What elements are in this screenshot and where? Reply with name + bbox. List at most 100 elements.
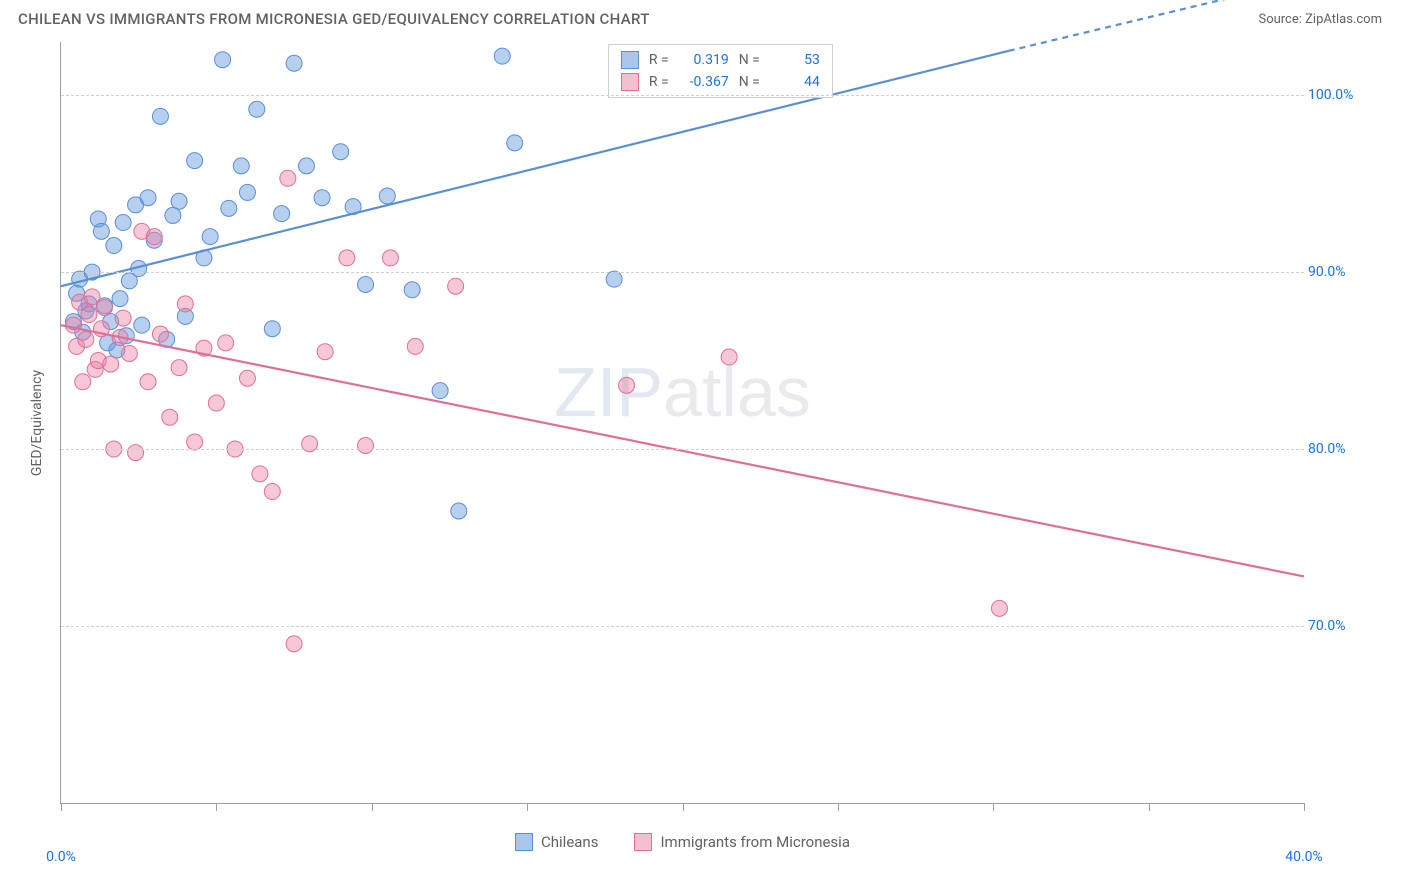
- scatter-point: [249, 101, 265, 117]
- stats-swatch-0: [621, 51, 639, 69]
- stats-n-value-0: 53: [770, 49, 820, 71]
- chart-wrap: GED/Equivalency ZIPatlas R = 0.319 N = 5…: [18, 42, 1382, 844]
- scatter-point: [152, 326, 168, 342]
- scatter-point: [358, 438, 374, 454]
- stats-r-value-1: -0.367: [679, 71, 729, 93]
- scatter-point: [162, 409, 178, 425]
- chart-title: CHILEAN VS IMMIGRANTS FROM MICRONESIA GE…: [18, 10, 650, 28]
- plot-area: GED/Equivalency ZIPatlas R = 0.319 N = 5…: [60, 42, 1304, 804]
- legend-swatch-0: [515, 833, 533, 851]
- scatter-point: [215, 52, 231, 68]
- scatter-point: [264, 321, 280, 337]
- scatter-point: [298, 158, 314, 174]
- scatter-point: [252, 466, 268, 482]
- legend-item-1: Immigrants from Micronesia: [634, 833, 850, 851]
- regression-line: [61, 51, 1009, 286]
- y-axis-label: GED/Equivalency: [29, 369, 45, 475]
- scatter-point: [264, 484, 280, 500]
- scatter-point: [239, 370, 255, 386]
- y-tick-label: 80.0%: [1308, 441, 1378, 457]
- scatter-point: [721, 349, 737, 365]
- scatter-point: [432, 383, 448, 399]
- scatter-point: [404, 282, 420, 298]
- scatter-point: [494, 48, 510, 64]
- scatter-point: [991, 600, 1007, 616]
- scatter-point: [106, 238, 122, 254]
- grid-line: [61, 95, 1304, 96]
- grid-line: [61, 449, 1304, 450]
- scatter-point: [177, 296, 193, 312]
- scatter-point: [146, 229, 162, 245]
- scatter-point: [507, 135, 523, 151]
- stats-n-value-1: 44: [770, 71, 820, 93]
- scatter-point: [239, 184, 255, 200]
- legend-label-0: Chileans: [541, 833, 598, 851]
- y-tick-label: 100.0%: [1308, 87, 1378, 103]
- scatter-point: [339, 250, 355, 266]
- scatter-svg: [61, 42, 1304, 803]
- stats-n-label-1: N =: [739, 71, 760, 93]
- scatter-point: [187, 434, 203, 450]
- chart-source: Source: ZipAtlas.com: [1258, 12, 1382, 27]
- scatter-point: [78, 331, 94, 347]
- grid-line: [61, 272, 1304, 273]
- scatter-point: [280, 170, 296, 186]
- grid-line: [61, 626, 1304, 627]
- scatter-point: [382, 250, 398, 266]
- scatter-point: [97, 299, 113, 315]
- x-tick: [683, 803, 684, 811]
- scatter-point: [314, 190, 330, 206]
- scatter-point: [333, 144, 349, 160]
- legend: Chileans Immigrants from Micronesia: [61, 833, 1304, 851]
- scatter-point: [358, 276, 374, 292]
- scatter-point: [81, 307, 97, 323]
- scatter-point: [286, 55, 302, 71]
- x-tick: [216, 803, 217, 811]
- scatter-point: [619, 377, 635, 393]
- scatter-point: [103, 356, 119, 372]
- x-tick: [838, 803, 839, 811]
- x-tick: [993, 803, 994, 811]
- scatter-point: [152, 108, 168, 124]
- x-tick: [527, 803, 528, 811]
- stats-r-label-0: R =: [649, 49, 669, 71]
- stats-row-1: R = -0.367 N = 44: [621, 71, 820, 93]
- scatter-point: [221, 200, 237, 216]
- scatter-point: [115, 310, 131, 326]
- x-tick: [61, 803, 62, 811]
- scatter-point: [171, 360, 187, 376]
- scatter-point: [65, 317, 81, 333]
- scatter-point: [448, 278, 464, 294]
- stats-r-label-1: R =: [649, 71, 669, 93]
- scatter-point: [134, 317, 150, 333]
- stats-swatch-1: [621, 73, 639, 91]
- scatter-point: [202, 229, 218, 245]
- y-tick-label: 90.0%: [1308, 264, 1378, 280]
- scatter-point: [379, 188, 395, 204]
- x-tick-label: 0.0%: [46, 849, 76, 865]
- chart-container: CHILEAN VS IMMIGRANTS FROM MICRONESIA GE…: [0, 0, 1406, 892]
- scatter-point: [75, 374, 91, 390]
- stats-r-value-0: 0.319: [679, 49, 729, 71]
- scatter-point: [140, 190, 156, 206]
- scatter-point: [140, 374, 156, 390]
- scatter-point: [286, 636, 302, 652]
- scatter-point: [187, 153, 203, 169]
- scatter-point: [451, 503, 467, 519]
- legend-swatch-1: [634, 833, 652, 851]
- scatter-point: [115, 215, 131, 231]
- y-tick-label: 70.0%: [1308, 618, 1378, 634]
- scatter-point: [121, 345, 137, 361]
- scatter-point: [274, 206, 290, 222]
- stats-row-0: R = 0.319 N = 53: [621, 49, 820, 71]
- regression-line: [61, 325, 1304, 576]
- scatter-point: [165, 207, 181, 223]
- stats-box: R = 0.319 N = 53 R = -0.367 N = 44: [608, 44, 833, 98]
- scatter-point: [93, 223, 109, 239]
- legend-item-0: Chileans: [515, 833, 598, 851]
- scatter-point: [407, 338, 423, 354]
- scatter-point: [317, 344, 333, 360]
- scatter-point: [128, 445, 144, 461]
- legend-label-1: Immigrants from Micronesia: [660, 833, 850, 851]
- scatter-point: [171, 193, 187, 209]
